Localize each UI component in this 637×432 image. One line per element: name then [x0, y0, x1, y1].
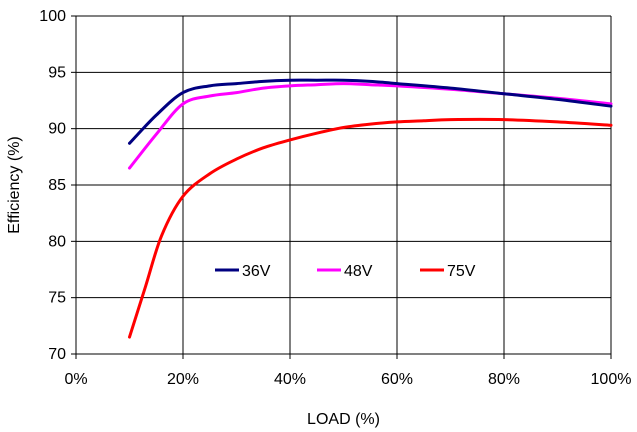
x-tick-label: 20% — [167, 371, 199, 388]
x-tick-label: 60% — [381, 371, 413, 388]
x-tick-label: 0% — [64, 371, 87, 388]
y-tick-label: 70 — [48, 346, 66, 363]
x-axis-title: LOAD (%) — [307, 411, 380, 428]
y-tick-label: 75 — [48, 290, 66, 307]
y-tick-label: 100 — [39, 8, 66, 25]
x-tick-label: 40% — [274, 371, 306, 388]
legend-label: 48V — [344, 263, 373, 280]
y-tick-label: 90 — [48, 121, 66, 138]
y-tick-label: 80 — [48, 233, 66, 250]
x-tick-label: 80% — [488, 371, 520, 388]
legend-label: 75V — [447, 263, 476, 280]
y-tick-label: 85 — [48, 177, 66, 194]
legend-label: 36V — [242, 263, 271, 280]
y-tick-label: 95 — [48, 64, 66, 81]
x-tick-label: 100% — [591, 371, 632, 388]
y-axis-title: Efficiency (%) — [6, 136, 23, 234]
